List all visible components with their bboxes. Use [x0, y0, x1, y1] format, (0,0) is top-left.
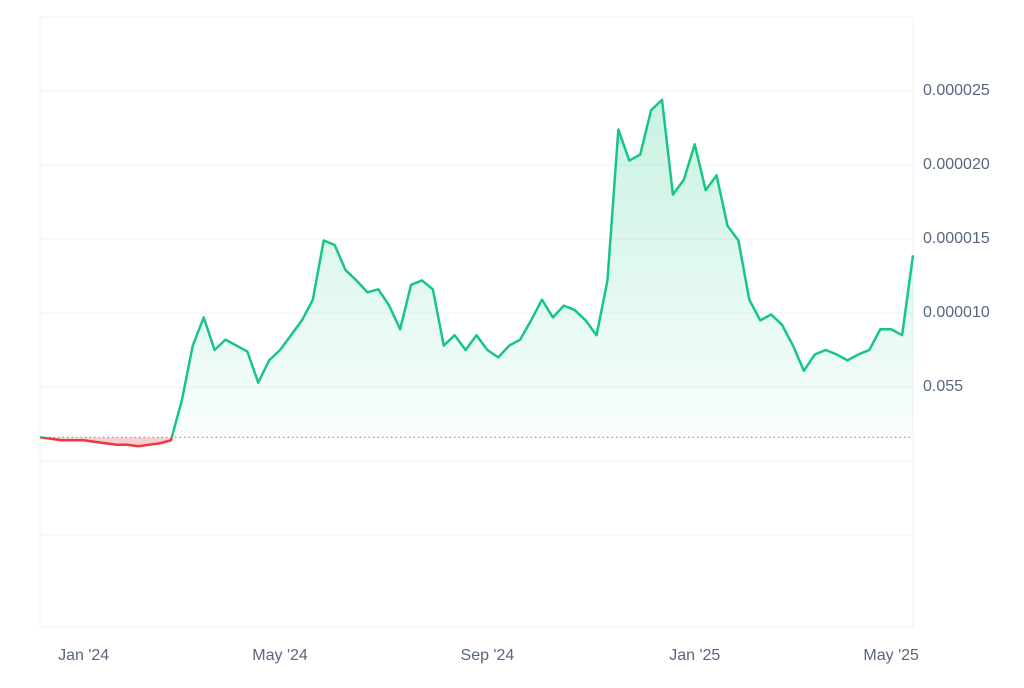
- x-tick-label: May '24: [252, 647, 308, 664]
- y-tick-label: 0.000015: [923, 230, 990, 247]
- price-line: [39, 98, 915, 448]
- y-tick-label: 0.000010: [923, 304, 990, 321]
- x-tick-label: Jan '24: [58, 647, 109, 664]
- y-tick-label: 0.000025: [923, 82, 990, 99]
- x-tick-label: Jan '25: [669, 647, 720, 664]
- y-tick-label: 0.055: [923, 378, 963, 395]
- y-tick-label: 0.000020: [923, 156, 990, 173]
- area: [40, 99, 913, 447]
- x-tick-label: Sep '24: [461, 647, 515, 664]
- x-tick-label: May '25: [863, 647, 919, 664]
